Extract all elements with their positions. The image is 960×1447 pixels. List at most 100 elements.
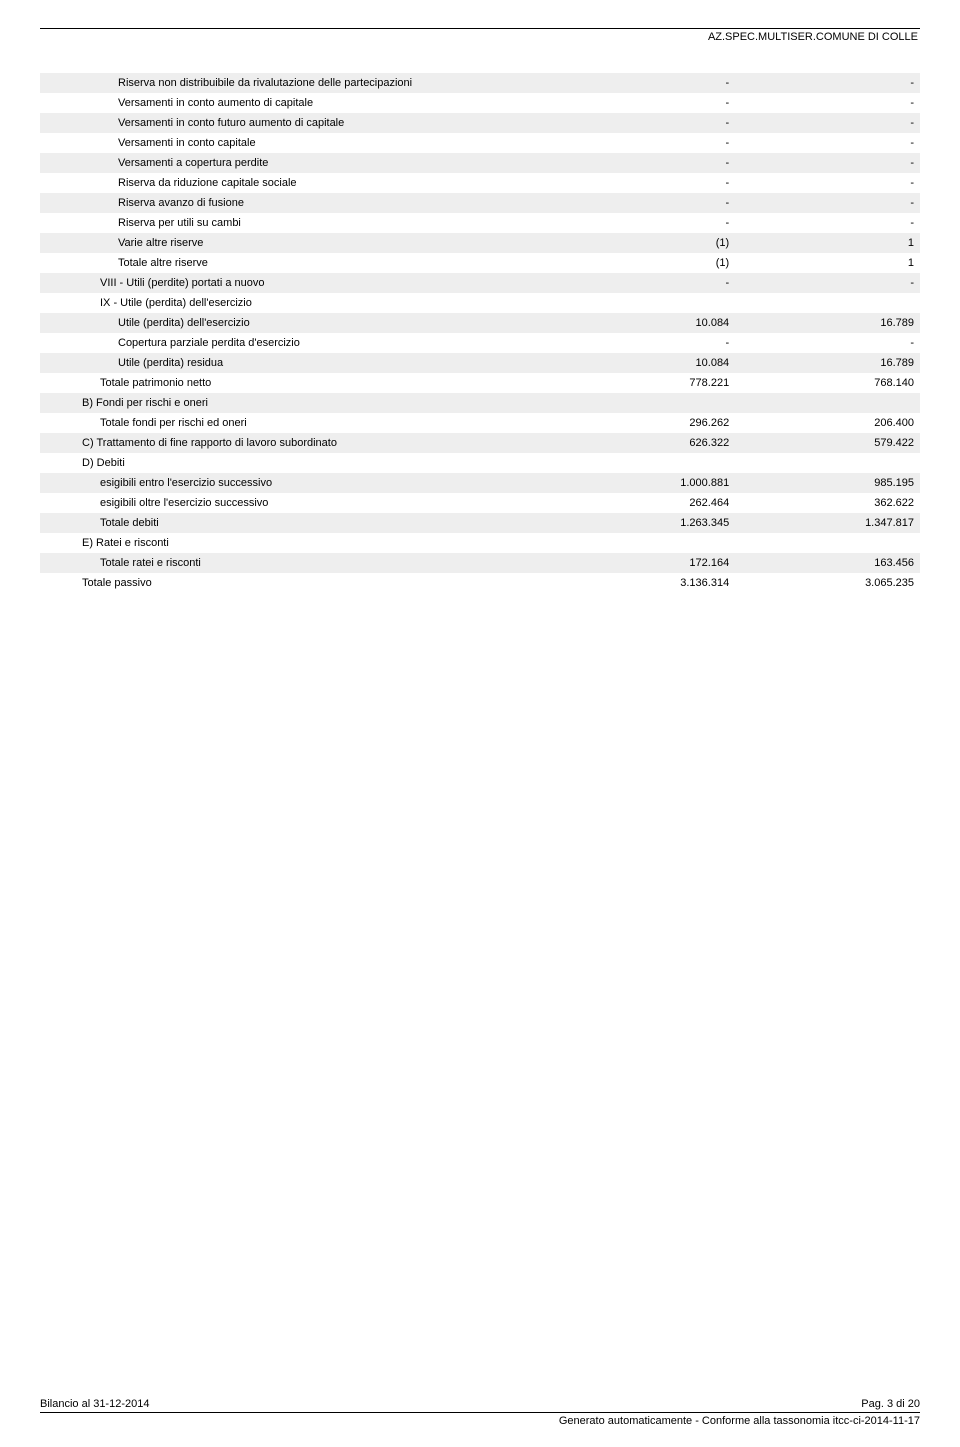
- row-value-1: [550, 293, 735, 313]
- row-value-2: 163.456: [735, 553, 920, 573]
- footer-left: Bilancio al 31-12-2014: [40, 1398, 149, 1410]
- row-value-2: 16.789: [735, 353, 920, 373]
- row-value-2: 362.622: [735, 493, 920, 513]
- row-value-1: 296.262: [550, 413, 735, 433]
- row-value-2: 1: [735, 233, 920, 253]
- row-value-1: 626.322: [550, 433, 735, 453]
- row-value-2: -: [735, 73, 920, 93]
- table-row: E) Ratei e risconti: [40, 533, 920, 553]
- row-label: esigibili entro l'esercizio successivo: [40, 473, 550, 493]
- row-value-1: -: [550, 333, 735, 353]
- row-label: Riserva non distribuibile da rivalutazio…: [40, 73, 550, 93]
- row-value-2: [735, 293, 920, 313]
- row-value-2: -: [735, 193, 920, 213]
- row-value-2: 579.422: [735, 433, 920, 453]
- row-value-1: -: [550, 73, 735, 93]
- row-label: E) Ratei e risconti: [40, 533, 550, 553]
- table-row: Riserva avanzo di fusione--: [40, 193, 920, 213]
- table-row: Utile (perdita) dell'esercizio10.08416.7…: [40, 313, 920, 333]
- row-value-1: -: [550, 173, 735, 193]
- row-value-1: -: [550, 273, 735, 293]
- row-label: Riserva avanzo di fusione: [40, 193, 550, 213]
- table-row: C) Trattamento di fine rapporto di lavor…: [40, 433, 920, 453]
- row-label: Riserva per utili su cambi: [40, 213, 550, 233]
- row-label: Totale altre riserve: [40, 253, 550, 273]
- table-row: Totale ratei e risconti172.164163.456: [40, 553, 920, 573]
- table-row: D) Debiti: [40, 453, 920, 473]
- table-row: B) Fondi per rischi e oneri: [40, 393, 920, 413]
- row-value-1: -: [550, 93, 735, 113]
- table-row: Versamenti in conto aumento di capitale-…: [40, 93, 920, 113]
- row-value-2: -: [735, 113, 920, 133]
- header-rule: [40, 28, 920, 29]
- row-label: C) Trattamento di fine rapporto di lavor…: [40, 433, 550, 453]
- table-row: esigibili oltre l'esercizio successivo26…: [40, 493, 920, 513]
- table-row: Utile (perdita) residua10.08416.789: [40, 353, 920, 373]
- row-value-1: [550, 453, 735, 473]
- row-label: B) Fondi per rischi e oneri: [40, 393, 550, 413]
- table-row: Totale fondi per rischi ed oneri296.2622…: [40, 413, 920, 433]
- row-value-2: 768.140: [735, 373, 920, 393]
- row-label: IX - Utile (perdita) dell'esercizio: [40, 293, 550, 313]
- row-value-2: 985.195: [735, 473, 920, 493]
- row-value-1: -: [550, 113, 735, 133]
- row-value-2: [735, 453, 920, 473]
- row-value-2: 206.400: [735, 413, 920, 433]
- table-row: esigibili entro l'esercizio successivo1.…: [40, 473, 920, 493]
- row-value-1: (1): [550, 233, 735, 253]
- row-label: Totale ratei e risconti: [40, 553, 550, 573]
- row-value-2: [735, 533, 920, 553]
- balance-table: Riserva non distribuibile da rivalutazio…: [40, 73, 920, 593]
- table-row: Versamenti in conto futuro aumento di ca…: [40, 113, 920, 133]
- table-row: Totale debiti1.263.3451.347.817: [40, 513, 920, 533]
- row-value-1: [550, 393, 735, 413]
- row-value-1: 10.084: [550, 313, 735, 333]
- row-value-2: -: [735, 153, 920, 173]
- row-value-1: -: [550, 193, 735, 213]
- row-label: Utile (perdita) residua: [40, 353, 550, 373]
- table-row: Totale altre riserve(1)1: [40, 253, 920, 273]
- row-label: D) Debiti: [40, 453, 550, 473]
- row-label: Versamenti in conto capitale: [40, 133, 550, 153]
- row-label: Varie altre riserve: [40, 233, 550, 253]
- row-label: Versamenti a copertura perdite: [40, 153, 550, 173]
- footer-generated: Generato automaticamente - Conforme alla…: [40, 1415, 920, 1427]
- table-row: Varie altre riserve(1)1: [40, 233, 920, 253]
- row-value-2: -: [735, 273, 920, 293]
- row-value-2: -: [735, 173, 920, 193]
- table-row: Versamenti a copertura perdite--: [40, 153, 920, 173]
- row-value-1: 3.136.314: [550, 573, 735, 593]
- row-value-2: 1.347.817: [735, 513, 920, 533]
- row-value-1: 1.263.345: [550, 513, 735, 533]
- table-row: Riserva non distribuibile da rivalutazio…: [40, 73, 920, 93]
- row-value-1: [550, 533, 735, 553]
- table-row: IX - Utile (perdita) dell'esercizio: [40, 293, 920, 313]
- row-label: esigibili oltre l'esercizio successivo: [40, 493, 550, 513]
- row-label: Totale patrimonio netto: [40, 373, 550, 393]
- row-label: Versamenti in conto aumento di capitale: [40, 93, 550, 113]
- table-row: Copertura parziale perdita d'esercizio--: [40, 333, 920, 353]
- row-value-2: -: [735, 93, 920, 113]
- row-value-2: 3.065.235: [735, 573, 920, 593]
- row-value-1: -: [550, 153, 735, 173]
- row-value-1: 1.000.881: [550, 473, 735, 493]
- table-row: Versamenti in conto capitale--: [40, 133, 920, 153]
- table-row: Riserva per utili su cambi--: [40, 213, 920, 233]
- row-value-2: -: [735, 133, 920, 153]
- footer-right: Pag. 3 di 20: [861, 1398, 920, 1410]
- row-value-1: 172.164: [550, 553, 735, 573]
- row-label: Utile (perdita) dell'esercizio: [40, 313, 550, 333]
- header-org: AZ.SPEC.MULTISER.COMUNE DI COLLE: [40, 31, 920, 43]
- table-row: Riserva da riduzione capitale sociale--: [40, 173, 920, 193]
- row-value-1: 778.221: [550, 373, 735, 393]
- row-value-1: 10.084: [550, 353, 735, 373]
- row-label: VIII - Utili (perdite) portati a nuovo: [40, 273, 550, 293]
- row-value-1: -: [550, 213, 735, 233]
- row-label: Copertura parziale perdita d'esercizio: [40, 333, 550, 353]
- row-value-2: [735, 393, 920, 413]
- row-label: Versamenti in conto futuro aumento di ca…: [40, 113, 550, 133]
- row-value-2: 16.789: [735, 313, 920, 333]
- row-label: Totale passivo: [40, 573, 550, 593]
- row-label: Riserva da riduzione capitale sociale: [40, 173, 550, 193]
- row-value-1: -: [550, 133, 735, 153]
